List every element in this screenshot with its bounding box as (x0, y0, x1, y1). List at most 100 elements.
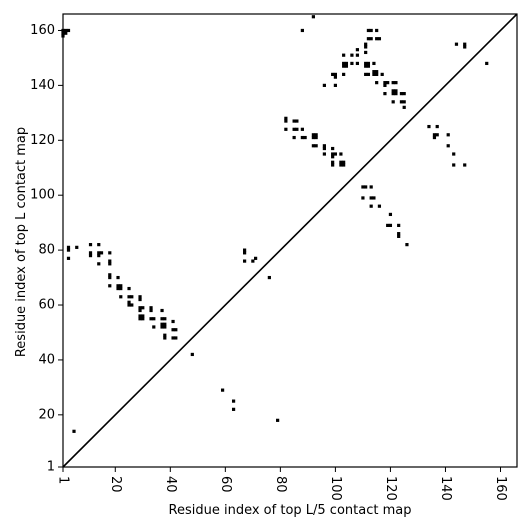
contact-point (402, 100, 406, 104)
contact-point (342, 160, 346, 164)
contact-point (231, 407, 236, 411)
contact-point (190, 352, 194, 357)
contact-point (388, 223, 393, 227)
x-tick-label: 60 (218, 476, 233, 493)
contact-point (375, 28, 379, 33)
contact-point (97, 254, 101, 258)
contact-point (366, 64, 371, 68)
contact-point (119, 284, 123, 288)
contact-point (311, 15, 315, 19)
contact-point (361, 196, 365, 200)
contact-point (394, 89, 398, 93)
contact-point (331, 152, 335, 156)
contact-point (66, 256, 71, 260)
contact-point (369, 196, 373, 200)
x-axis-label: Residue index of top L/5 contact map (169, 503, 412, 518)
y-tick-label: 80 (38, 243, 55, 258)
contact-point (72, 429, 76, 433)
contact-point (342, 53, 346, 57)
contact-point (174, 328, 178, 332)
contact-point (267, 275, 271, 280)
contact-point (369, 37, 373, 41)
contact-point (149, 317, 153, 321)
contact-point (405, 243, 409, 247)
y-tick-label: 160 (30, 23, 55, 38)
contact-point (314, 144, 318, 148)
contact-point (149, 306, 153, 310)
contact-point (152, 317, 156, 321)
contact-point (375, 70, 379, 74)
contact-point (394, 81, 398, 85)
contact-point (97, 262, 101, 266)
contact-point (119, 295, 123, 299)
contact-point (355, 48, 360, 52)
contact-point (108, 284, 112, 288)
contact-point (97, 243, 101, 247)
contact-point (399, 100, 404, 104)
contact-point (375, 37, 379, 41)
contact-point (284, 119, 288, 123)
y-tick-label: 1 (47, 460, 55, 475)
contact-point (446, 133, 450, 137)
contact-point (163, 336, 167, 340)
contact-point (372, 61, 376, 66)
contact-point (372, 72, 376, 76)
contact-point (386, 81, 390, 85)
contact-point (322, 146, 326, 151)
contact-point (138, 308, 142, 313)
contact-point (251, 259, 255, 263)
contact-point (394, 92, 398, 96)
contact-point (116, 275, 120, 280)
contact-point (331, 160, 335, 164)
contact-point (339, 163, 343, 167)
contact-point (138, 306, 142, 310)
contact-point (127, 303, 131, 307)
contact-point (333, 75, 337, 79)
contact-point (380, 72, 384, 76)
contact-point (369, 28, 373, 33)
contact-point (402, 92, 406, 96)
contact-point (300, 127, 304, 131)
x-tick-label: 160 (493, 476, 508, 501)
contact-point (171, 336, 175, 340)
contact-point (397, 223, 401, 227)
contact-point (463, 163, 467, 167)
contact-point (108, 251, 112, 255)
contact-point (364, 50, 368, 55)
contact-point (311, 144, 315, 148)
contact-point (108, 275, 112, 280)
contact-point (152, 325, 156, 329)
contact-point (88, 254, 93, 258)
contact-point (485, 61, 489, 66)
contact-point (355, 53, 360, 57)
contact-point (331, 72, 335, 76)
contact-point (342, 72, 346, 76)
contact-point (284, 127, 288, 131)
contact-point (322, 83, 326, 87)
contact-point (88, 251, 93, 255)
contact-point (366, 72, 371, 76)
contact-point (130, 303, 134, 307)
contact-point (163, 325, 167, 329)
contact-point (243, 259, 247, 263)
contact-point (160, 308, 164, 313)
contact-point (119, 286, 123, 291)
contact-point (364, 45, 368, 49)
contact-point (66, 245, 71, 249)
contact-point (435, 133, 439, 137)
contact-point (386, 223, 390, 227)
contact-point (391, 81, 395, 85)
contact-point (366, 61, 371, 66)
contact-point (138, 314, 142, 318)
contact-point (333, 152, 337, 156)
contact-point (355, 61, 360, 66)
contact-point (64, 31, 68, 35)
contact-point (295, 127, 299, 131)
contact-point (314, 133, 318, 137)
contact-point (342, 61, 346, 66)
contact-point (322, 152, 326, 156)
contact-point (331, 155, 335, 159)
contact-point (171, 319, 175, 324)
contact-point (127, 300, 131, 304)
contact-point (364, 185, 368, 189)
